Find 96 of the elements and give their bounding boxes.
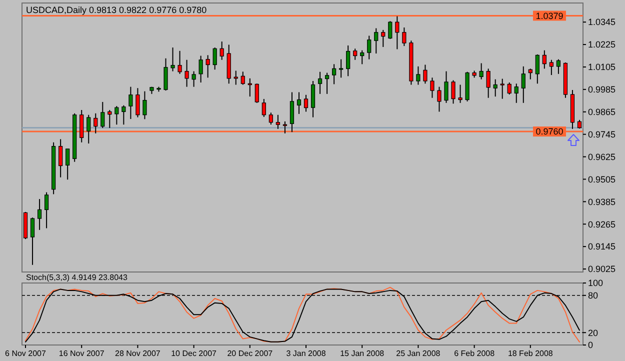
y-tick-label: 1.0345 — [588, 17, 616, 28]
candlestick — [192, 70, 196, 88]
candlestick — [324, 72, 330, 94]
chart-title: Stoch(5,3,3) 4.9149 23.8043 — [26, 273, 128, 282]
candlestick — [318, 71, 322, 94]
candlestick — [360, 50, 364, 65]
y-tick-label: 1.0225 — [588, 40, 616, 50]
chart-title: USDCAD,Daily 0.9813 0.9822 0.9776 0.9780 — [26, 5, 207, 15]
x-tick-label: 18 Feb 2008 — [508, 349, 554, 358]
candlestick — [164, 58, 168, 92]
x-tick-label: 25 Jan 2008 — [396, 349, 441, 358]
candlestick — [549, 59, 554, 76]
candlestick — [108, 110, 112, 128]
candlestick — [353, 48, 358, 60]
y-tick-label: 0.9745 — [588, 129, 616, 140]
candlestick — [346, 44, 350, 77]
candlestick — [220, 41, 224, 60]
candlestick — [479, 62, 484, 80]
y-tick-label: 1.0105 — [588, 62, 616, 72]
y-tick-label: 80 — [588, 290, 598, 301]
ref-line-label: 1.0379 — [536, 10, 564, 21]
candlestick — [100, 101, 105, 128]
candlestick — [423, 64, 428, 84]
x-tick-label: 15 Jan 2008 — [340, 349, 385, 358]
candlestick — [339, 58, 344, 78]
candlestick — [514, 83, 518, 104]
x-tick-label: 6 Feb 2008 — [454, 349, 496, 358]
candlestick — [416, 66, 420, 86]
y-tick-label: 20 — [588, 328, 598, 338]
candlestick — [290, 92, 294, 133]
x-tick-label: 3 Jan 2008 — [286, 349, 326, 358]
y-tick-label: 0.9625 — [588, 152, 616, 162]
candlestick — [282, 120, 288, 134]
candlestick — [128, 86, 133, 120]
candlestick — [451, 80, 456, 104]
candlestick — [430, 77, 434, 98]
candlestick — [142, 90, 147, 120]
candlestick — [268, 112, 273, 126]
candlestick — [332, 64, 336, 85]
candlestick — [240, 71, 245, 86]
candlestick — [276, 114, 280, 130]
candlestick — [535, 54, 540, 84]
y-tick-label: 0.9385 — [588, 196, 616, 207]
candlestick — [212, 47, 217, 70]
y-tick-label: 0 — [588, 340, 594, 350]
y-tick-label: 0.9025 — [588, 264, 616, 274]
candlestick — [444, 70, 448, 104]
y-tick-label: 0.9865 — [588, 107, 616, 118]
candlestick — [262, 98, 266, 118]
candlestick — [500, 78, 504, 100]
x-tick-label: 20 Dec 2007 — [227, 349, 274, 358]
candlestick — [184, 59, 189, 88]
candlestick — [374, 28, 378, 54]
candlestick — [206, 54, 210, 78]
candlestick — [388, 20, 392, 40]
candlestick — [136, 88, 140, 118]
ref-line-label: 0.9760 — [536, 126, 564, 137]
candlestick — [402, 27, 406, 47]
candlestick — [304, 94, 308, 112]
x-tick-label: 16 Nov 2007 — [58, 349, 105, 358]
candlestick — [528, 68, 532, 80]
candlestick — [94, 112, 98, 134]
candlestick — [521, 66, 526, 104]
candlestick — [296, 92, 302, 114]
x-tick-label: 28 Nov 2007 — [115, 349, 161, 358]
candlestick — [493, 78, 498, 98]
candlestick — [437, 86, 442, 112]
x-tick-label: 10 Dec 2007 — [171, 349, 218, 358]
candlestick — [458, 84, 462, 104]
candlestick — [66, 148, 70, 180]
candlestick — [310, 80, 316, 118]
candlestick — [58, 138, 63, 178]
candlestick — [37, 198, 42, 230]
candlestick — [114, 106, 119, 126]
candlestick — [170, 47, 175, 72]
candlestick — [381, 29, 386, 48]
candlestick — [198, 55, 203, 84]
candlestick — [86, 114, 91, 144]
candlestick — [30, 217, 35, 266]
candlestick — [178, 50, 182, 74]
candlestick — [254, 83, 259, 104]
y-tick-label: 0.9505 — [588, 174, 616, 184]
candlestick — [44, 192, 49, 229]
y-tick-label: 0.9985 — [588, 84, 616, 95]
candlestick — [556, 58, 561, 74]
candlestick — [367, 35, 372, 60]
candlestick — [486, 68, 490, 98]
candlestick — [395, 16, 400, 50]
candlestick — [542, 50, 546, 70]
y-tick-label: 0.9265 — [588, 219, 616, 230]
y-tick-label: 100 — [588, 278, 604, 288]
candlestick — [122, 104, 126, 126]
y-tick-label: 0.9145 — [588, 242, 616, 252]
x-tick-label: 6 Nov 2007 — [5, 349, 47, 358]
candlestick — [80, 110, 84, 143]
candlestick — [507, 82, 512, 95]
